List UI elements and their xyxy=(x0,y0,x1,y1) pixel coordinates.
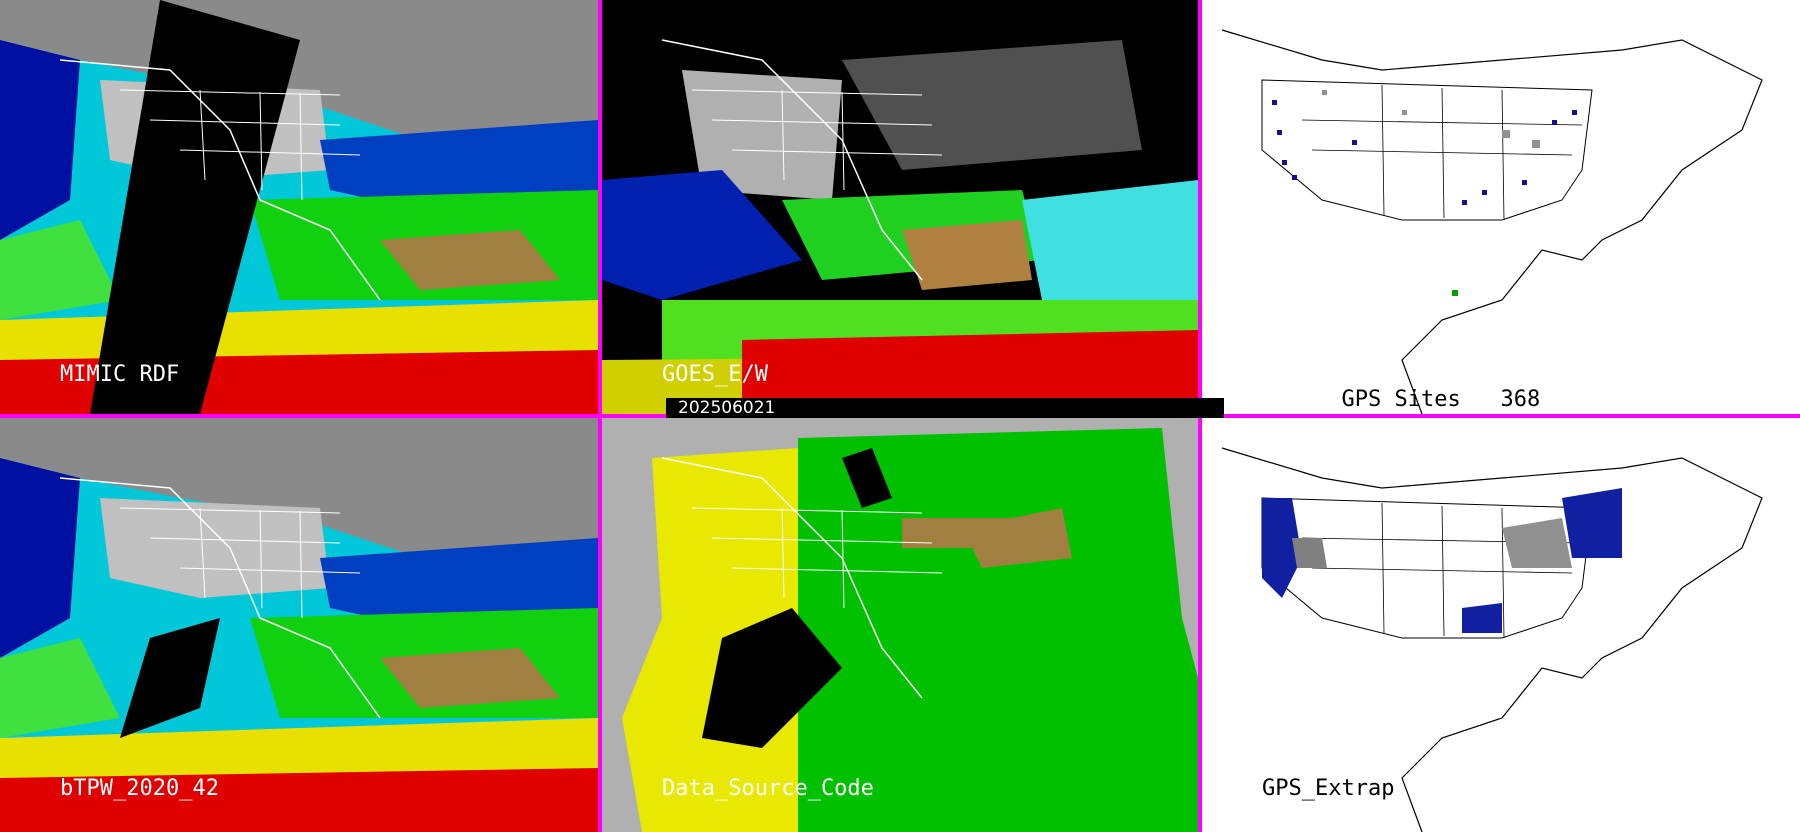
panel-label: bTPW_2020_42 xyxy=(60,776,219,801)
panel-label: GOES_E/W xyxy=(662,362,768,387)
panel-goes-ew[interactable]: GOES_E/W xyxy=(602,0,1198,414)
panel-label: GPS_Extrap xyxy=(1262,776,1395,801)
panel-btpw[interactable]: bTPW_2020_42 xyxy=(0,418,598,832)
gps-sites-count: 368 xyxy=(1500,387,1541,412)
panel-label: GPS Sites 368 xyxy=(1262,362,1540,414)
timestamp-bar: 202506021 xyxy=(666,398,1224,418)
btpw-map xyxy=(0,418,598,832)
panel-gps-sites[interactable]: GPS Sites 368 xyxy=(1202,0,1800,414)
panel-label: MIMIC RDF xyxy=(60,362,180,387)
panel-mimic-rdf[interactable]: MIMIC RDF xyxy=(0,0,598,414)
gps-sites-map xyxy=(1202,0,1800,414)
panel-data-source-code[interactable]: Data_Source_Code xyxy=(602,418,1198,832)
gps-sites-label: GPS Sites xyxy=(1341,387,1461,412)
mimic-rdf-map xyxy=(0,0,598,414)
panel-label: Data_Source_Code xyxy=(662,776,874,801)
gps-extrap-map xyxy=(1202,418,1800,832)
data-source-code-map xyxy=(602,418,1198,832)
panel-gps-extrap[interactable]: GPS_Extrap xyxy=(1202,418,1800,832)
goes-ew-map xyxy=(602,0,1198,414)
